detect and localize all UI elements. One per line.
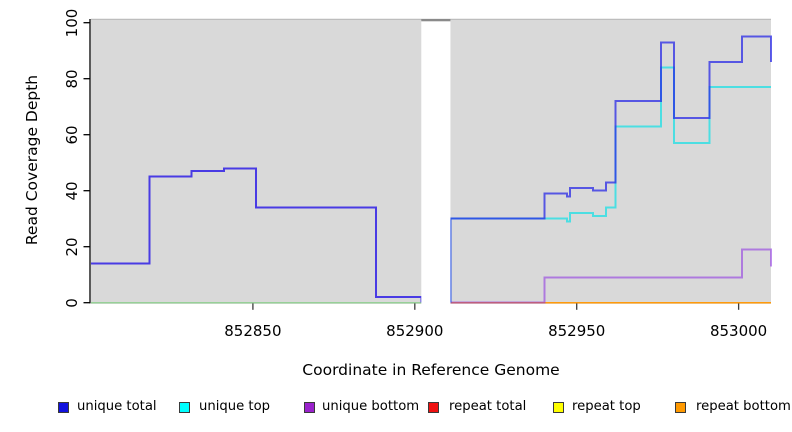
legend-swatch-icon (58, 402, 69, 413)
legend-swatch-icon (179, 402, 190, 413)
legend-label: repeat top (572, 399, 641, 414)
y-tick-label: 40 (63, 181, 81, 201)
legend-label: unique top (199, 399, 271, 414)
legend-label: repeat total (449, 399, 527, 414)
legend-swatch-icon (428, 402, 439, 413)
series-unique-total (91, 167, 423, 303)
y-tick-label: 0 (63, 297, 81, 308)
y-tick-label: 80 (63, 69, 81, 89)
y-tick-label: 100 (63, 8, 81, 38)
series-unique-top (449, 66, 771, 303)
legend-label: unique bottom (322, 399, 420, 414)
y-tick-label: 60 (63, 125, 81, 145)
legend-swatch-icon (553, 402, 564, 413)
legend-swatch-icon (675, 402, 686, 413)
series-unique-bottom (450, 248, 772, 304)
legend-label: repeat bottom (696, 399, 791, 414)
y-tick-label: 20 (63, 237, 81, 257)
legend-label: unique total (77, 399, 157, 414)
x-tick-label: 852850 (224, 322, 282, 340)
x-tick-label: 853000 (709, 322, 768, 340)
y-axis-title: Read Coverage Depth (23, 74, 41, 246)
x-axis-title: Coordinate in Reference Genome (302, 361, 560, 379)
x-tick-label: 852950 (548, 322, 606, 340)
coverage-gap-top-strip (421, 19, 451, 22)
coverage-gap-band (421, 20, 451, 305)
x-tick-label: 852900 (386, 322, 444, 340)
series-unique-total (449, 35, 772, 303)
legend-swatch-icon (304, 402, 315, 413)
